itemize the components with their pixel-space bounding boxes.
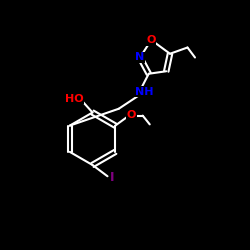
Text: O: O: [127, 110, 136, 120]
Text: O: O: [146, 35, 156, 45]
Text: HO: HO: [65, 94, 84, 104]
Text: N: N: [135, 52, 144, 62]
Text: NH: NH: [135, 87, 154, 97]
Text: I: I: [110, 171, 114, 184]
